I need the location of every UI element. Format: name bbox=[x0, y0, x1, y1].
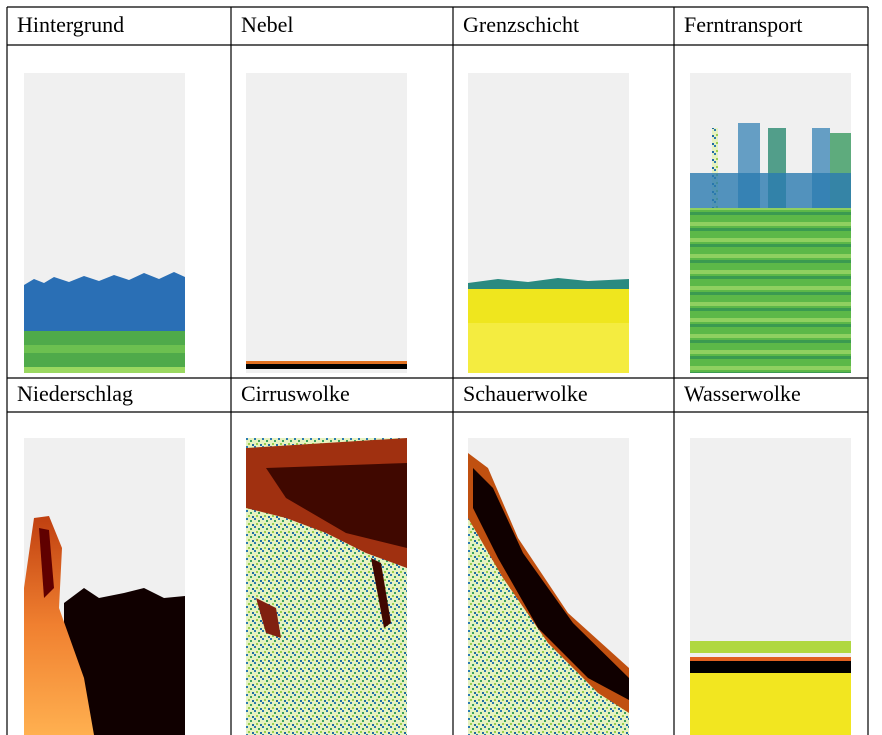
cell-label: Schauerwolke bbox=[463, 381, 588, 406]
cell-label: Niederschlag bbox=[17, 381, 133, 406]
lidar-image bbox=[246, 73, 407, 373]
cell-label: Nebel bbox=[241, 12, 294, 37]
cell-label: Cirruswolke bbox=[241, 381, 350, 406]
cell-label: Grenzschicht bbox=[463, 12, 579, 37]
lidar-image bbox=[468, 438, 629, 735]
cell-label: Ferntransport bbox=[684, 12, 803, 37]
lidar-image bbox=[690, 438, 851, 735]
lidar-image bbox=[24, 73, 185, 373]
lidar-image bbox=[24, 438, 185, 735]
image-table: Hintergrund Nebel Grenzschicht Ferntrans… bbox=[0, 0, 882, 735]
cell-label: Wasserwolke bbox=[684, 381, 801, 406]
lidar-image bbox=[690, 73, 851, 373]
lidar-image bbox=[246, 438, 407, 735]
lidar-image bbox=[468, 73, 629, 373]
cell-label: Hintergrund bbox=[17, 12, 124, 37]
